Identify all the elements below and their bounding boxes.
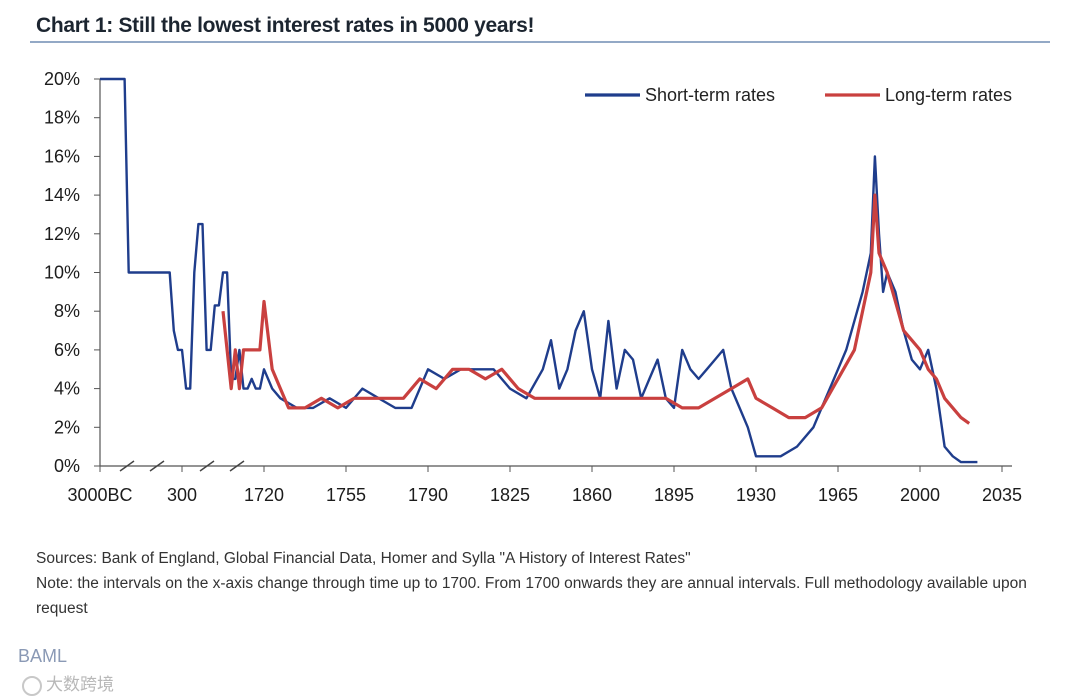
y-tick-label: 6% (54, 340, 80, 360)
axis-break-mark (229, 460, 245, 472)
y-tick-label: 16% (44, 146, 80, 166)
axis-break-mark (119, 460, 135, 472)
y-tick-label: 8% (54, 301, 80, 321)
chart-area: 0% 2% 4% 6% 8% 10% 12% 14% 16% 18% 20% 3000BC 300 17… (44, 69, 1022, 505)
y-tick-label: 10% (44, 263, 80, 283)
x-tick-label: 1930 (736, 485, 776, 505)
y-tick-label: 18% (44, 108, 80, 128)
x-tick-label: 1825 (490, 485, 530, 505)
x-tick-label: 3000BC (67, 485, 132, 505)
y-tick-label: 0% (54, 456, 80, 476)
x-tick-label: 300 (167, 485, 197, 505)
watermark-text: 大数跨境 (46, 675, 114, 694)
chart-title: Chart 1: Still the lowest interest rates… (36, 14, 535, 37)
legend-label: Long-term rates (885, 85, 1012, 105)
x-tick-label: 1755 (326, 485, 366, 505)
watermark-logo-icon (22, 675, 42, 696)
title-rule (30, 41, 1050, 43)
sources-block: Sources: Bank of England, Global Financi… (36, 546, 1056, 621)
sources-line: Sources: Bank of England, Global Financi… (36, 550, 691, 567)
axis-break-mark (149, 460, 165, 472)
x-tick-label: 2000 (900, 485, 940, 505)
x-tick-label: 1965 (818, 485, 858, 505)
legend-label: Short-term rates (645, 85, 775, 105)
y-tick-label: 12% (44, 224, 80, 244)
short-term-ratesline (100, 77, 978, 464)
y-tick-label: 4% (54, 379, 80, 399)
note-line: Note: the intervals on the x-axis change… (36, 575, 1027, 617)
x-tick-label: 1790 (408, 485, 448, 505)
y-tick-label: 2% (54, 417, 80, 437)
x-axis: 3000BC 300 1720 1755 1790 1825 1860 1895 1930 196… (67, 460, 1022, 505)
x-tick-label: 1720 (244, 485, 284, 505)
y-tick-label: 14% (44, 185, 80, 205)
axis-break-mark (199, 460, 215, 472)
footer-mark: BAML (18, 646, 68, 666)
long-term-ratesline (221, 193, 971, 425)
x-tick-label: 1895 (654, 485, 694, 505)
y-tick-label: 20% (44, 69, 80, 89)
watermark: 大数跨境 (22, 670, 114, 696)
x-tick-label: 2035 (982, 485, 1022, 505)
legend: Short-term rates Long-term rates (585, 85, 1012, 105)
x-tick-label: 1860 (572, 485, 612, 505)
series-lines (100, 77, 978, 464)
y-axis: 0% 2% 4% 6% 8% 10% 12% 14% 16% 18% 20% (44, 69, 101, 476)
